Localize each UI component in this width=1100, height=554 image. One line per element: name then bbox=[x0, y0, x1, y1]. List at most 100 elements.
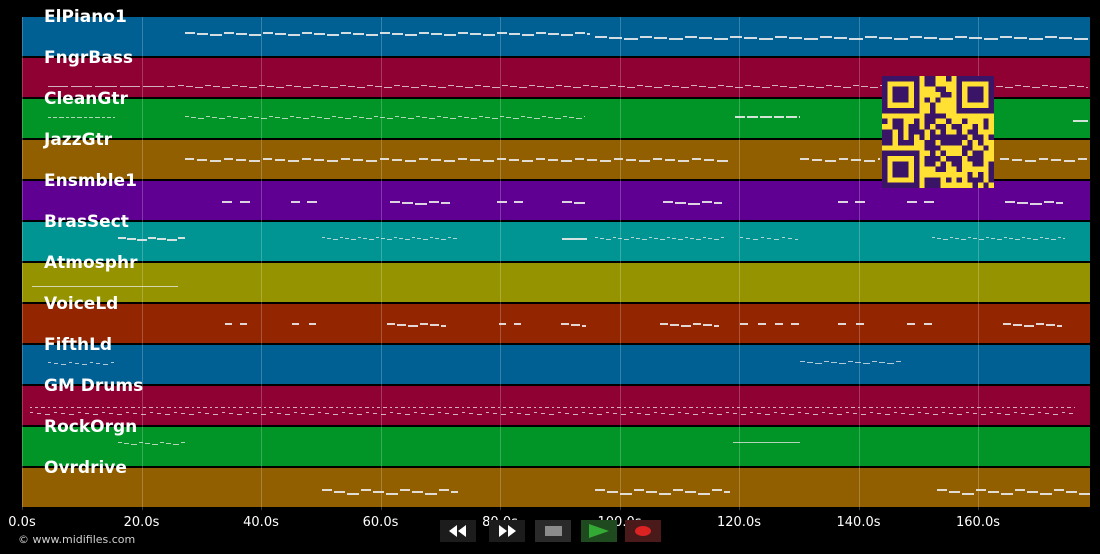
play-button[interactable] bbox=[581, 520, 617, 542]
note-mark bbox=[497, 158, 506, 160]
note-mark bbox=[663, 201, 673, 203]
note-mark bbox=[448, 237, 451, 238]
note-mark bbox=[704, 159, 714, 161]
note-mark bbox=[816, 87, 824, 88]
note-mark bbox=[113, 117, 115, 118]
note-mark bbox=[84, 407, 86, 408]
note-mark bbox=[827, 407, 830, 408]
note-mark bbox=[1038, 407, 1040, 408]
note-mark bbox=[1058, 237, 1061, 238]
note-mark bbox=[843, 87, 851, 88]
note-mark bbox=[387, 323, 395, 325]
note-mark bbox=[997, 239, 1002, 240]
note-mark bbox=[32, 286, 178, 287]
track-lane[interactable] bbox=[22, 386, 1090, 426]
note-mark bbox=[747, 116, 758, 118]
note-mark bbox=[53, 407, 56, 408]
track-lane[interactable] bbox=[22, 427, 1090, 467]
track-lane[interactable] bbox=[22, 304, 1090, 344]
note-mark bbox=[261, 118, 267, 119]
note-mark bbox=[556, 85, 562, 86]
note-mark bbox=[77, 117, 82, 118]
note-mark bbox=[653, 407, 657, 408]
note-mark bbox=[968, 237, 971, 238]
note-mark bbox=[618, 238, 622, 239]
rewind-button[interactable] bbox=[440, 520, 476, 542]
note-mark bbox=[573, 414, 578, 415]
track-lane[interactable] bbox=[22, 345, 1090, 385]
note-mark bbox=[573, 87, 581, 88]
note-mark bbox=[1077, 86, 1084, 87]
stop-icon bbox=[544, 526, 562, 536]
note-mark bbox=[576, 118, 582, 119]
note-mark bbox=[294, 412, 297, 413]
note-mark bbox=[1025, 160, 1036, 162]
note-mark bbox=[834, 37, 847, 39]
note-mark bbox=[654, 412, 657, 413]
note-mark bbox=[563, 407, 567, 408]
track-label: ElPiano1 bbox=[44, 7, 127, 27]
note-mark bbox=[1069, 413, 1073, 414]
note-mark bbox=[569, 117, 574, 118]
fast-forward-button[interactable] bbox=[489, 520, 525, 542]
note-mark bbox=[210, 160, 221, 162]
note-mark bbox=[160, 442, 164, 443]
note-mark bbox=[654, 37, 667, 39]
note-mark bbox=[479, 116, 483, 117]
track-lane[interactable] bbox=[22, 222, 1090, 262]
note-mark bbox=[719, 407, 722, 408]
note-mark bbox=[595, 489, 605, 491]
note-mark bbox=[387, 118, 393, 119]
note-mark bbox=[84, 117, 87, 118]
note-mark bbox=[197, 159, 207, 161]
note-mark bbox=[805, 413, 809, 414]
qr-code-icon[interactable] bbox=[882, 76, 994, 188]
track-lane[interactable] bbox=[22, 263, 1090, 303]
note-mark bbox=[1013, 407, 1017, 408]
note-mark bbox=[714, 202, 722, 204]
note-mark bbox=[894, 412, 897, 413]
note-mark bbox=[405, 414, 410, 415]
note-mark bbox=[699, 86, 706, 87]
track-lane[interactable] bbox=[22, 468, 1090, 508]
note-mark bbox=[498, 407, 500, 408]
note-mark bbox=[383, 407, 387, 408]
note-mark bbox=[291, 201, 300, 203]
note-mark bbox=[71, 86, 92, 87]
note-mark bbox=[365, 407, 369, 408]
note-mark bbox=[82, 364, 87, 365]
note-mark bbox=[345, 238, 349, 239]
note-mark bbox=[353, 159, 363, 161]
note-mark bbox=[77, 407, 81, 408]
note-mark bbox=[285, 414, 290, 415]
note-mark bbox=[1042, 85, 1048, 86]
stop-button[interactable] bbox=[535, 520, 571, 542]
note-mark bbox=[924, 201, 934, 203]
note-mark bbox=[95, 407, 99, 408]
note-mark bbox=[741, 414, 746, 415]
note-mark bbox=[318, 407, 320, 408]
note-mark bbox=[989, 407, 992, 408]
note-mark bbox=[41, 407, 45, 408]
note-mark bbox=[907, 201, 917, 203]
note-mark bbox=[840, 407, 842, 408]
note-mark bbox=[59, 117, 64, 118]
note-mark bbox=[377, 407, 380, 408]
note-mark bbox=[294, 86, 301, 87]
note-mark bbox=[455, 407, 459, 408]
note-mark bbox=[413, 407, 416, 408]
note-mark bbox=[124, 443, 129, 444]
note-mark bbox=[991, 238, 995, 239]
note-mark bbox=[54, 412, 57, 413]
note-mark bbox=[322, 237, 325, 238]
grid-line bbox=[22, 17, 23, 510]
note-mark bbox=[588, 407, 590, 408]
note-mark bbox=[293, 407, 297, 408]
note-mark bbox=[286, 85, 292, 86]
note-mark bbox=[696, 239, 701, 240]
record-button[interactable] bbox=[625, 520, 661, 542]
note-mark bbox=[441, 325, 446, 327]
note-mark bbox=[599, 407, 603, 408]
note-mark bbox=[75, 363, 79, 364]
track-label: FifthLd bbox=[44, 335, 113, 355]
